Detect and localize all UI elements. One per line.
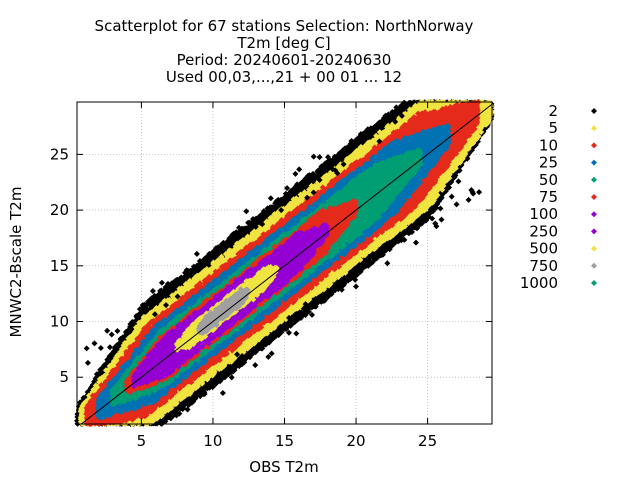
title-line-3: Period: 20240601-20240630 bbox=[177, 51, 392, 69]
title-line-2: T2m [deg C] bbox=[236, 34, 330, 52]
title-line-1: Scatterplot for 67 stations Selection: N… bbox=[95, 17, 474, 35]
data-points bbox=[74, 99, 495, 427]
chart-title: Scatterplot for 67 stations Selection: N… bbox=[95, 17, 474, 86]
title-line-4: Used 00,03,...,21 + 00 01 ... 12 bbox=[166, 68, 402, 86]
